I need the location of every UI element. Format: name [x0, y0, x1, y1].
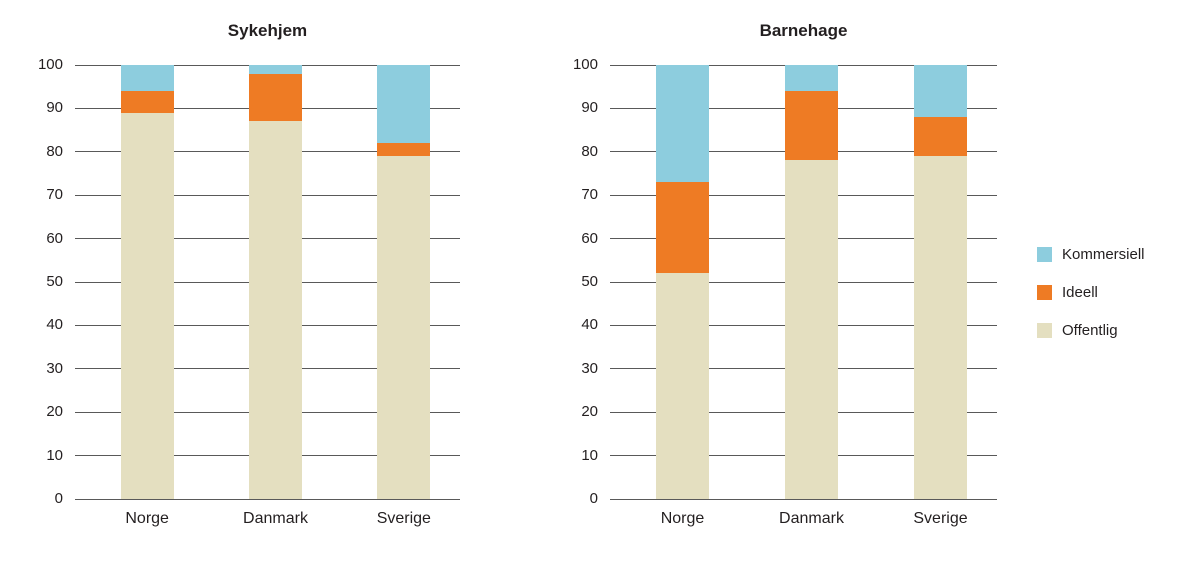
y-tick-label-50: 50	[46, 273, 63, 290]
y-tick-label-60: 60	[581, 229, 598, 247]
y-tick-label-30: 30	[46, 359, 63, 377]
bar-segment-danmark-kommersiell	[785, 65, 838, 92]
legend-item-ideell: Ideell	[1037, 283, 1145, 301]
y-tick-label-100: 100	[572, 56, 598, 73]
bar-segment-sverige-offentlig	[914, 156, 967, 499]
y-tick-label-100: 100	[37, 56, 63, 73]
bar-segment-danmark-offentlig	[785, 160, 838, 499]
gridline-y0	[610, 498, 997, 500]
y-tick-label-60: 60	[46, 229, 63, 247]
offentlig-swatch-icon	[1037, 322, 1052, 338]
x-axis-label-danmark: Danmark	[779, 510, 844, 527]
x-axis-label-sverige: Sverige	[913, 510, 968, 527]
y-tick-label-10: 10	[581, 446, 598, 464]
bar-segment-sverige-ideell	[914, 117, 967, 157]
legend-label-ideell: Ideell	[1062, 283, 1098, 301]
y-tick-label-40: 40	[581, 316, 598, 334]
y-tick-label-30: 30	[581, 359, 598, 377]
bar-segment-danmark-ideell	[785, 91, 838, 161]
bar-segment-norge-offentlig	[120, 112, 174, 499]
legend-item-kommersiell: Kommersiell	[1037, 245, 1145, 263]
x-axis-label-sverige: Sverige	[376, 510, 431, 527]
y-tick-label-80: 80	[46, 142, 63, 160]
legend-label-kommersiell: Kommersiell	[1062, 245, 1145, 263]
y-tick-label-20: 20	[581, 403, 598, 421]
y-tick-label-0: 0	[589, 490, 598, 507]
y-tick-label-90: 90	[581, 99, 598, 117]
legend: Kommersiell Ideell Offentlig	[1037, 246, 1145, 360]
x-axis-label-norge: Norge	[660, 510, 705, 527]
ideell-swatch-icon	[1037, 284, 1052, 300]
bar-segment-sverige-kommersiell	[377, 65, 431, 144]
chart-title-sykehjem: Sykehjem	[227, 21, 308, 40]
bar-segment-danmark-ideell	[249, 73, 302, 122]
bar-segment-norge-kommersiell	[120, 65, 174, 92]
y-tick-label-0: 0	[54, 490, 63, 507]
y-tick-label-80: 80	[581, 142, 598, 160]
kommersiell-swatch-icon	[1037, 246, 1052, 262]
legend-item-offentlig: Offentlig	[1037, 321, 1145, 339]
bar-segment-danmark-kommersiell	[249, 65, 302, 74]
gridline-y0	[75, 498, 460, 500]
bar-segment-norge-ideell	[656, 182, 709, 274]
y-tick-label-20: 20	[46, 403, 63, 421]
y-tick-label-10: 10	[46, 446, 63, 464]
bar-segment-norge-offentlig	[656, 273, 709, 499]
y-tick-label-90: 90	[46, 99, 63, 117]
y-tick-label-70: 70	[581, 186, 598, 204]
chart-title-barnehage: Barnehage	[759, 21, 848, 40]
bar-segment-norge-kommersiell	[656, 65, 709, 183]
x-axis-label-danmark: Danmark	[243, 510, 308, 527]
y-tick-label-50: 50	[581, 273, 598, 290]
y-tick-label-70: 70	[46, 186, 63, 204]
bar-segment-danmark-offentlig	[249, 121, 302, 499]
bar-segment-sverige-offentlig	[377, 156, 431, 499]
bar-segment-sverige-kommersiell	[914, 65, 967, 118]
bar-segment-sverige-ideell	[377, 143, 431, 157]
legend-label-offentlig: Offentlig	[1062, 321, 1118, 339]
x-axis-label-norge: Norge	[125, 510, 169, 527]
bar-segment-norge-ideell	[120, 91, 174, 113]
y-tick-label-40: 40	[46, 316, 63, 334]
